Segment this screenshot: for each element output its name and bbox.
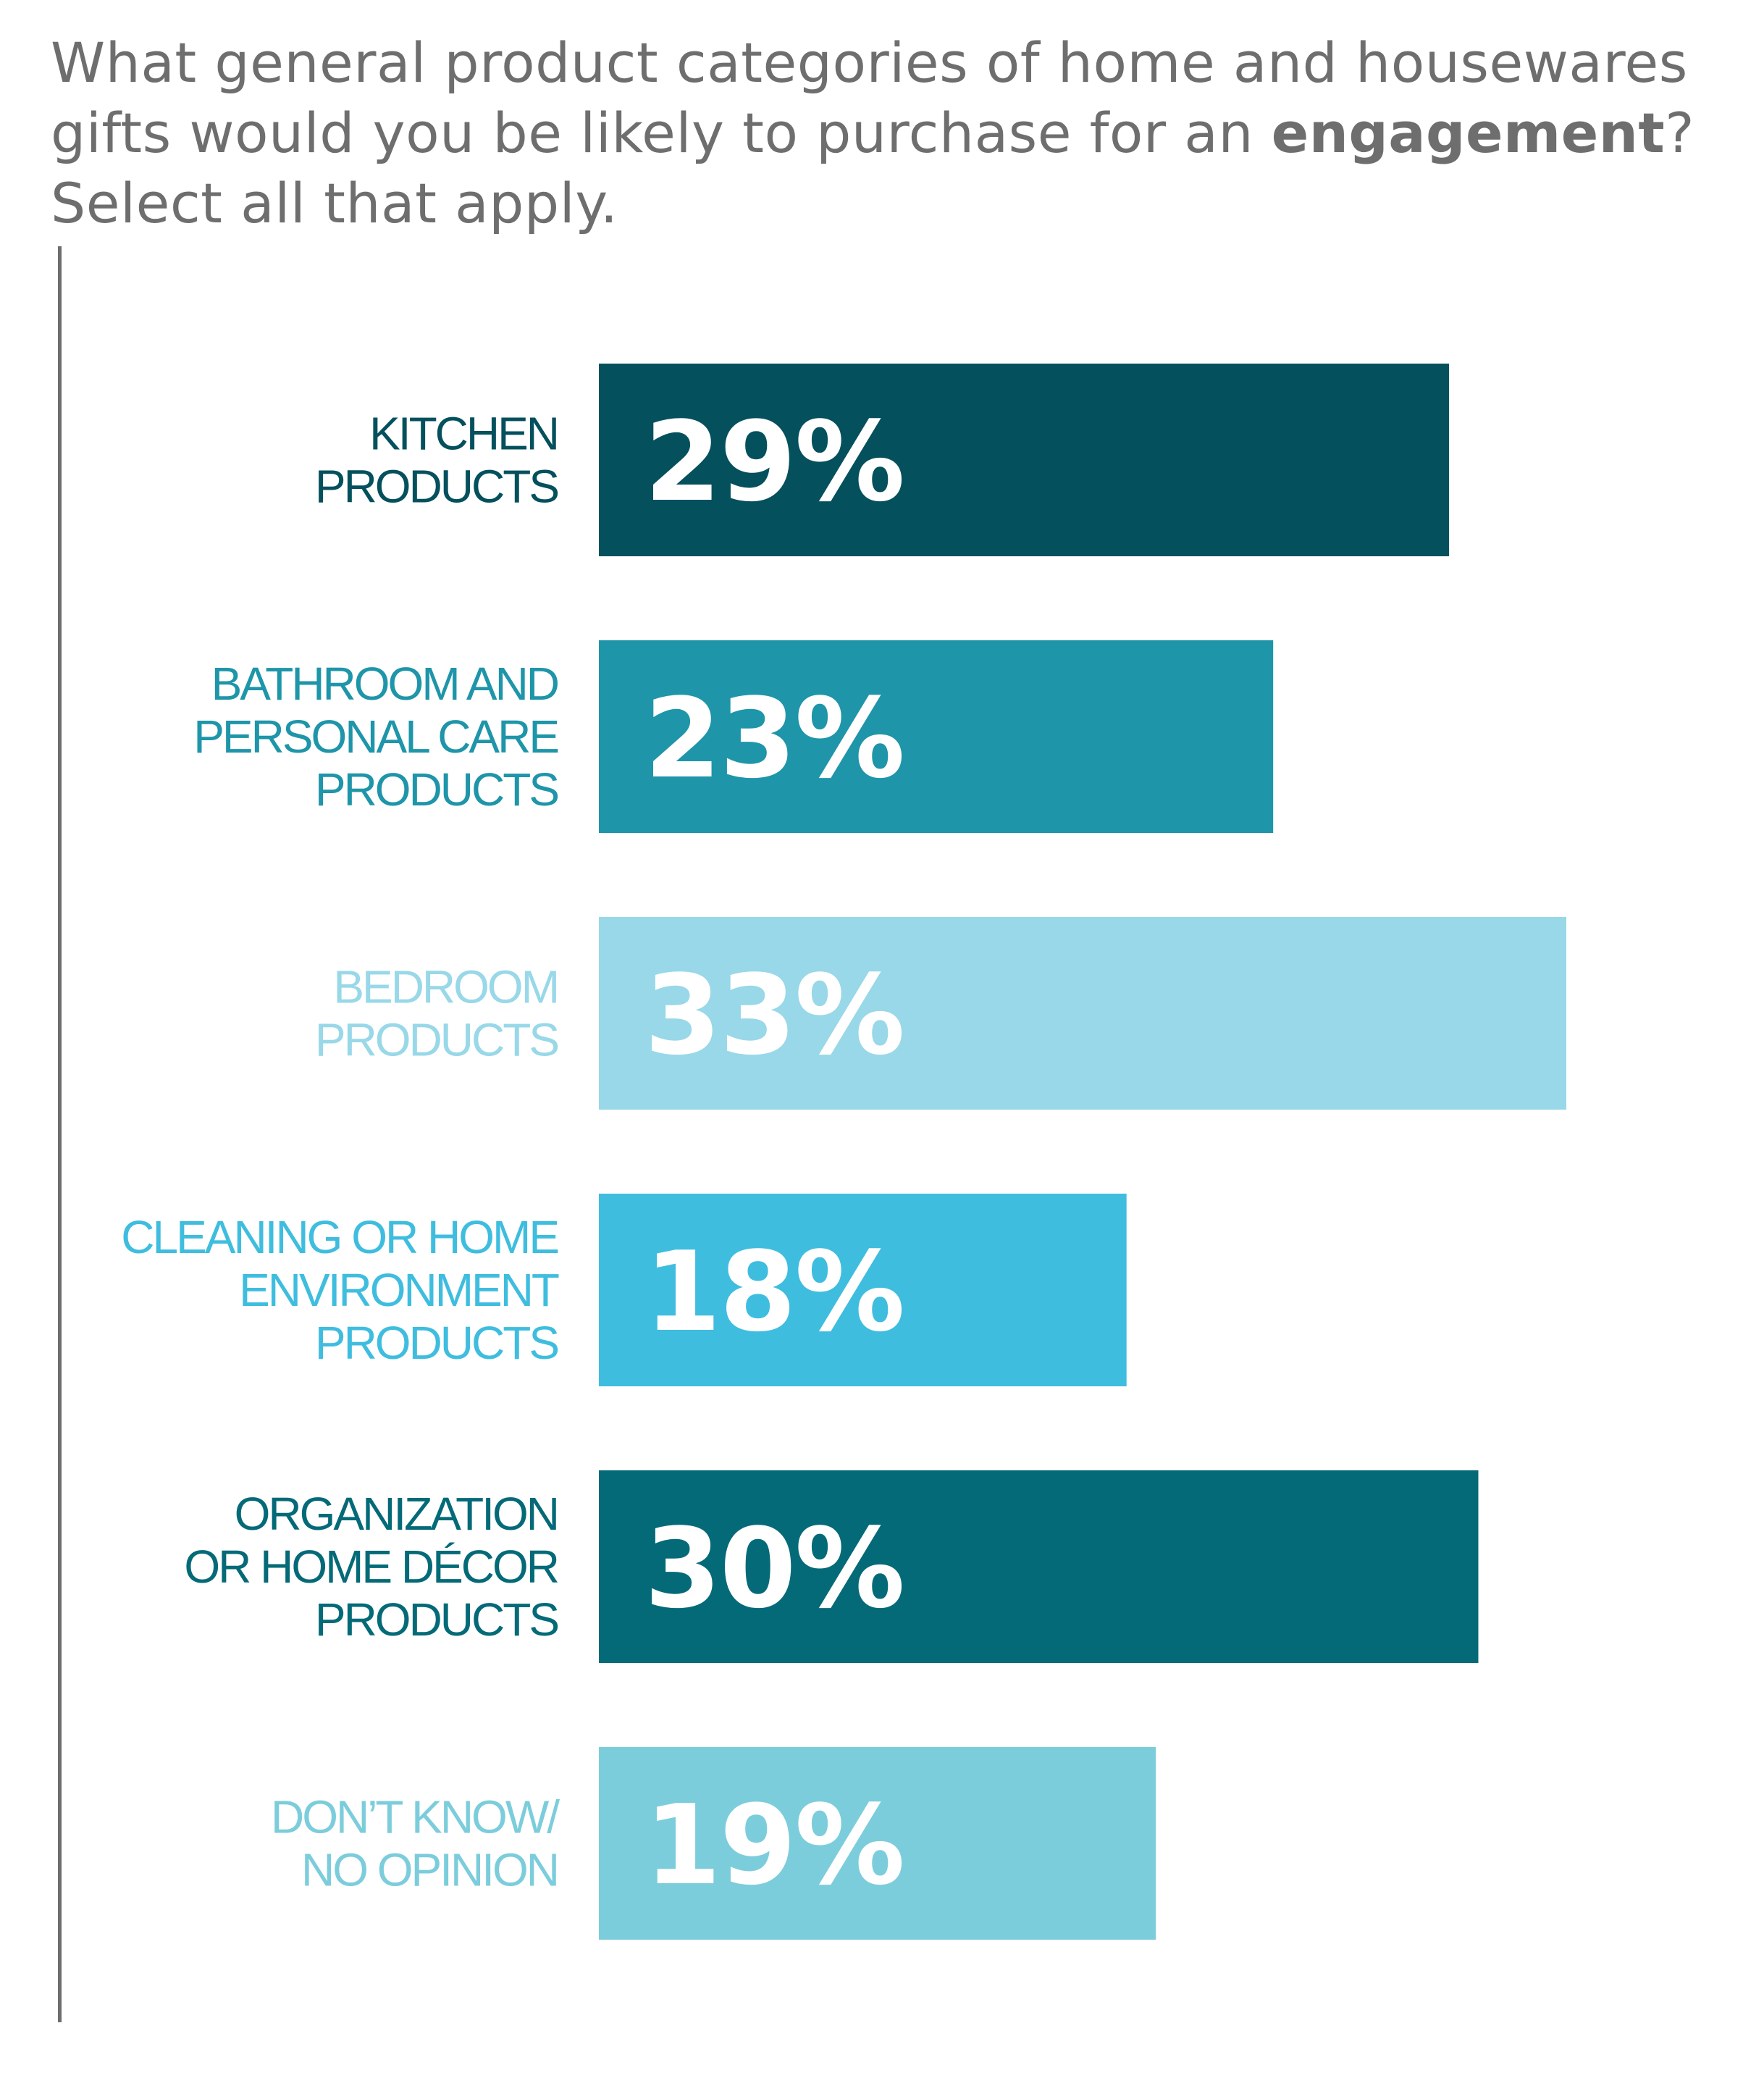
- category-label-line: NO OPINION: [301, 1844, 558, 1896]
- category-label-6: DON’T KNOW/NO OPINION: [271, 1791, 560, 1896]
- bar-value-label-6: 19%: [644, 1781, 904, 1909]
- bar-value-label-1: 29%: [644, 398, 904, 526]
- y-axis-line: [58, 246, 62, 2022]
- category-label-line: BEDROOM: [333, 961, 558, 1013]
- bar-value-label-3: 33%: [644, 951, 904, 1079]
- bar-4: [599, 1194, 1127, 1386]
- category-label-3: BEDROOM PRODUCTS: [315, 961, 558, 1066]
- bar-value-label-4: 18%: [644, 1228, 904, 1356]
- category-label-5: ORGANIZATION OR HOME DÉCOR PRODUCTS: [184, 1488, 558, 1646]
- category-label-line: PRODUCTS: [315, 763, 558, 816]
- title-text-bold: engagement: [1271, 101, 1666, 165]
- bar-value-label-2: 23%: [644, 674, 904, 803]
- title-text-before: What general product categories of home …: [51, 30, 1688, 165]
- category-label-4: CLEANING OR HOME ENVIRONMENT PRODUCTS: [121, 1211, 559, 1369]
- category-label-line: PRODUCTS: [315, 1593, 558, 1646]
- bar-2: [599, 640, 1274, 833]
- chart-title: What general product categories of home …: [51, 28, 1716, 238]
- bar-1: [599, 364, 1450, 556]
- category-label-line: OR HOME DÉCOR: [184, 1541, 558, 1593]
- category-label-2: BATHROOM AND PERSONAL CARE PRODUCTS: [193, 658, 558, 816]
- category-label-line: ORGANIZATION: [235, 1488, 558, 1540]
- category-label-line: PRODUCTS: [315, 1014, 558, 1066]
- bar-6: [599, 1747, 1156, 1940]
- category-label-line: PERSONAL CARE: [193, 711, 558, 763]
- category-label-line: PRODUCTS: [315, 1317, 558, 1369]
- category-label-1: KITCHEN PRODUCTS: [315, 408, 558, 513]
- category-label-line: CLEANING OR HOME: [121, 1211, 558, 1263]
- category-label-line: DON’T KNOW/: [271, 1791, 560, 1843]
- category-label-line: ENVIRONMENT: [239, 1264, 559, 1316]
- category-label-line: KITCHEN: [369, 408, 558, 460]
- bar-value-label-5: 30%: [644, 1504, 904, 1633]
- bar-5: [599, 1470, 1479, 1663]
- title-text-after: ? Select all that apply.: [51, 101, 1695, 235]
- bar-3: [599, 917, 1566, 1110]
- category-label-line: BATHROOM AND: [211, 658, 558, 710]
- category-label-line: PRODUCTS: [315, 461, 558, 513]
